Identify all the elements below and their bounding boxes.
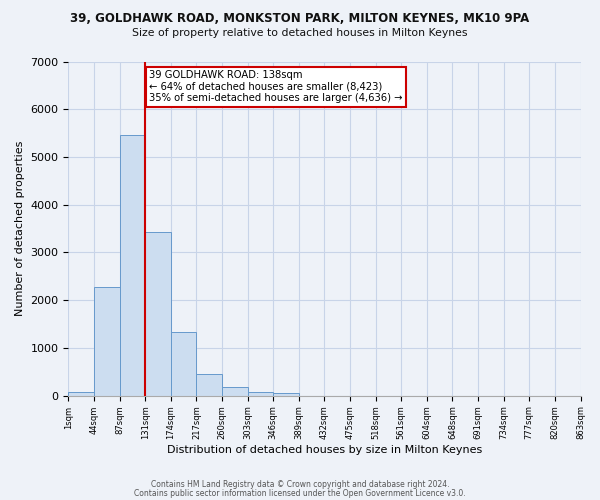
Bar — [94, 288, 119, 396]
Bar — [222, 388, 248, 396]
Text: 39, GOLDHAWK ROAD, MONKSTON PARK, MILTON KEYNES, MK10 9PA: 39, GOLDHAWK ROAD, MONKSTON PARK, MILTON… — [70, 12, 530, 26]
Bar — [145, 232, 171, 396]
Text: Contains HM Land Registry data © Crown copyright and database right 2024.: Contains HM Land Registry data © Crown c… — [151, 480, 449, 489]
Bar — [171, 332, 196, 396]
Y-axis label: Number of detached properties: Number of detached properties — [15, 141, 25, 316]
Bar — [248, 392, 273, 396]
Bar — [119, 134, 145, 396]
Text: 39 GOLDHAWK ROAD: 138sqm
← 64% of detached houses are smaller (8,423)
35% of sem: 39 GOLDHAWK ROAD: 138sqm ← 64% of detach… — [149, 70, 403, 103]
Bar — [68, 392, 94, 396]
Bar — [273, 394, 299, 396]
Text: Size of property relative to detached houses in Milton Keynes: Size of property relative to detached ho… — [132, 28, 468, 38]
X-axis label: Distribution of detached houses by size in Milton Keynes: Distribution of detached houses by size … — [167, 445, 482, 455]
Text: Contains public sector information licensed under the Open Government Licence v3: Contains public sector information licen… — [134, 488, 466, 498]
Bar — [196, 374, 222, 396]
